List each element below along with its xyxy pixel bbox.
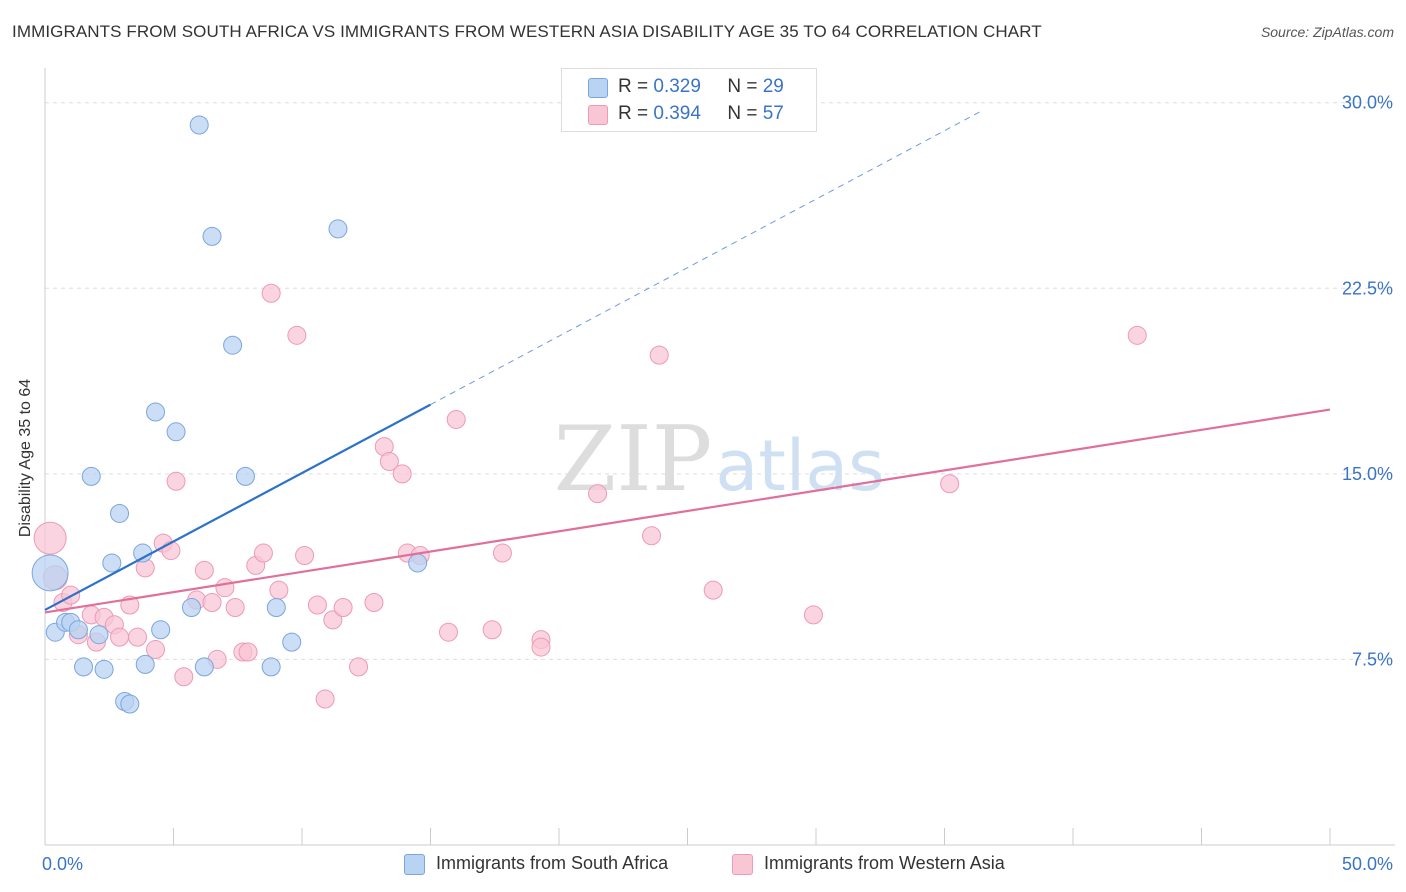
legend-n-value: 29 <box>762 76 784 97</box>
legend-swatch-south-africa <box>588 78 608 98</box>
y-tick-label: 15.0% <box>1342 464 1393 484</box>
point-western-asia <box>446 409 466 429</box>
point-south-africa <box>282 632 302 652</box>
point-western-asia <box>803 605 823 625</box>
series-western-asia-points <box>33 283 1147 709</box>
watermark: ZIP atlas <box>554 407 885 512</box>
legend-r-label: R = <box>618 76 649 97</box>
point-western-asia <box>703 580 723 600</box>
point-south-africa <box>151 620 171 640</box>
point-south-africa <box>266 597 286 617</box>
point-south-africa <box>135 654 155 674</box>
bottom-legend-label-south-africa: Immigrants from South Africa <box>436 853 669 873</box>
point-western-asia <box>238 642 258 662</box>
point-western-asia <box>588 484 608 504</box>
y-tick-label: 30.0% <box>1342 93 1393 113</box>
point-western-asia <box>295 546 315 566</box>
point-western-asia <box>33 521 67 555</box>
point-western-asia <box>642 526 662 546</box>
point-western-asia <box>110 627 130 647</box>
point-south-africa <box>146 402 166 422</box>
point-western-asia <box>161 541 181 561</box>
point-south-africa <box>81 466 101 486</box>
point-south-africa <box>261 657 281 677</box>
point-western-asia <box>166 471 186 491</box>
bottom-legend-swatch-south-africa <box>404 854 425 875</box>
point-south-africa <box>74 657 94 677</box>
legend-n-label: N = <box>727 103 758 124</box>
point-south-africa <box>194 657 214 677</box>
point-south-africa <box>328 219 348 239</box>
trend-lines <box>44 109 1331 614</box>
point-western-asia <box>146 640 166 660</box>
y-tick-label: 7.5% <box>1352 649 1393 669</box>
point-western-asia <box>1127 325 1147 345</box>
point-south-africa <box>166 422 186 442</box>
point-south-africa <box>102 553 122 573</box>
watermark-atlas: atlas <box>715 425 884 507</box>
point-western-asia <box>202 593 222 613</box>
chart-title: IMMIGRANTS FROM SOUTH AFRICA VS IMMIGRAN… <box>12 22 1042 41</box>
gridlines <box>45 102 1390 660</box>
point-south-africa <box>223 335 243 355</box>
legend-r-value: 0.394 <box>653 103 701 124</box>
source-label: Source: ZipAtlas.com <box>1260 24 1394 40</box>
legend-n-label: N = <box>727 76 758 97</box>
trend-line-south-africa-extension <box>430 109 984 406</box>
y-tick-label: 22.5% <box>1342 278 1393 298</box>
point-south-africa <box>202 226 222 246</box>
point-western-asia <box>225 597 245 617</box>
axes <box>44 68 1395 846</box>
point-western-asia <box>307 595 327 615</box>
point-south-africa <box>189 115 209 135</box>
point-south-africa <box>235 466 255 486</box>
point-south-africa <box>89 625 109 645</box>
legend-swatch-western-asia <box>588 105 608 125</box>
point-western-asia <box>349 657 369 677</box>
y-axis-label: Disability Age 35 to 64 <box>17 378 34 538</box>
point-western-asia <box>194 560 214 580</box>
point-western-asia <box>940 474 960 494</box>
point-western-asia <box>392 464 412 484</box>
point-western-asia <box>438 622 458 642</box>
legend-r-label: R = <box>618 103 649 124</box>
point-western-asia <box>364 593 384 613</box>
point-western-asia <box>315 689 335 709</box>
watermark-zip: ZIP <box>554 407 713 512</box>
point-south-africa <box>408 553 428 573</box>
point-south-africa <box>181 597 201 617</box>
trend-line-south-africa <box>44 403 432 611</box>
point-western-asia <box>531 637 551 657</box>
point-western-asia <box>649 345 669 365</box>
trend-line-western-asia <box>44 408 1331 614</box>
series-south-africa-points <box>31 115 428 714</box>
point-western-asia <box>379 452 399 471</box>
point-south-africa <box>94 659 114 679</box>
point-western-asia <box>287 325 307 345</box>
point-western-asia <box>333 597 353 617</box>
legend: R = 0.329 N = 29 R = 0.394 N = 57 <box>561 68 817 132</box>
point-western-asia <box>323 610 343 630</box>
point-western-asia <box>253 543 273 563</box>
point-western-asia <box>128 627 148 647</box>
point-south-africa <box>133 543 153 563</box>
bottom-legend-swatch-western-asia <box>732 854 753 875</box>
point-western-asia <box>492 543 512 563</box>
point-south-africa <box>110 503 130 523</box>
x-tick-label: 0.0% <box>42 854 83 874</box>
x-tick-label: 50.0% <box>1342 854 1393 874</box>
point-south-africa <box>68 620 88 640</box>
tick-labels: 7.5% 15.0% 22.5% 30.0% 0.0% 50.0% <box>42 93 1393 874</box>
bottom-legend-label-western-asia: Immigrants from Western Asia <box>764 853 1005 873</box>
point-western-asia <box>215 578 235 598</box>
legend-r-value: 0.329 <box>653 76 701 97</box>
legend-n-value: 57 <box>762 103 784 124</box>
point-south-africa <box>120 694 140 714</box>
point-western-asia <box>269 580 289 600</box>
point-western-asia <box>261 283 281 303</box>
point-western-asia <box>482 620 502 640</box>
point-south-africa <box>31 554 69 592</box>
point-western-asia <box>174 667 194 687</box>
